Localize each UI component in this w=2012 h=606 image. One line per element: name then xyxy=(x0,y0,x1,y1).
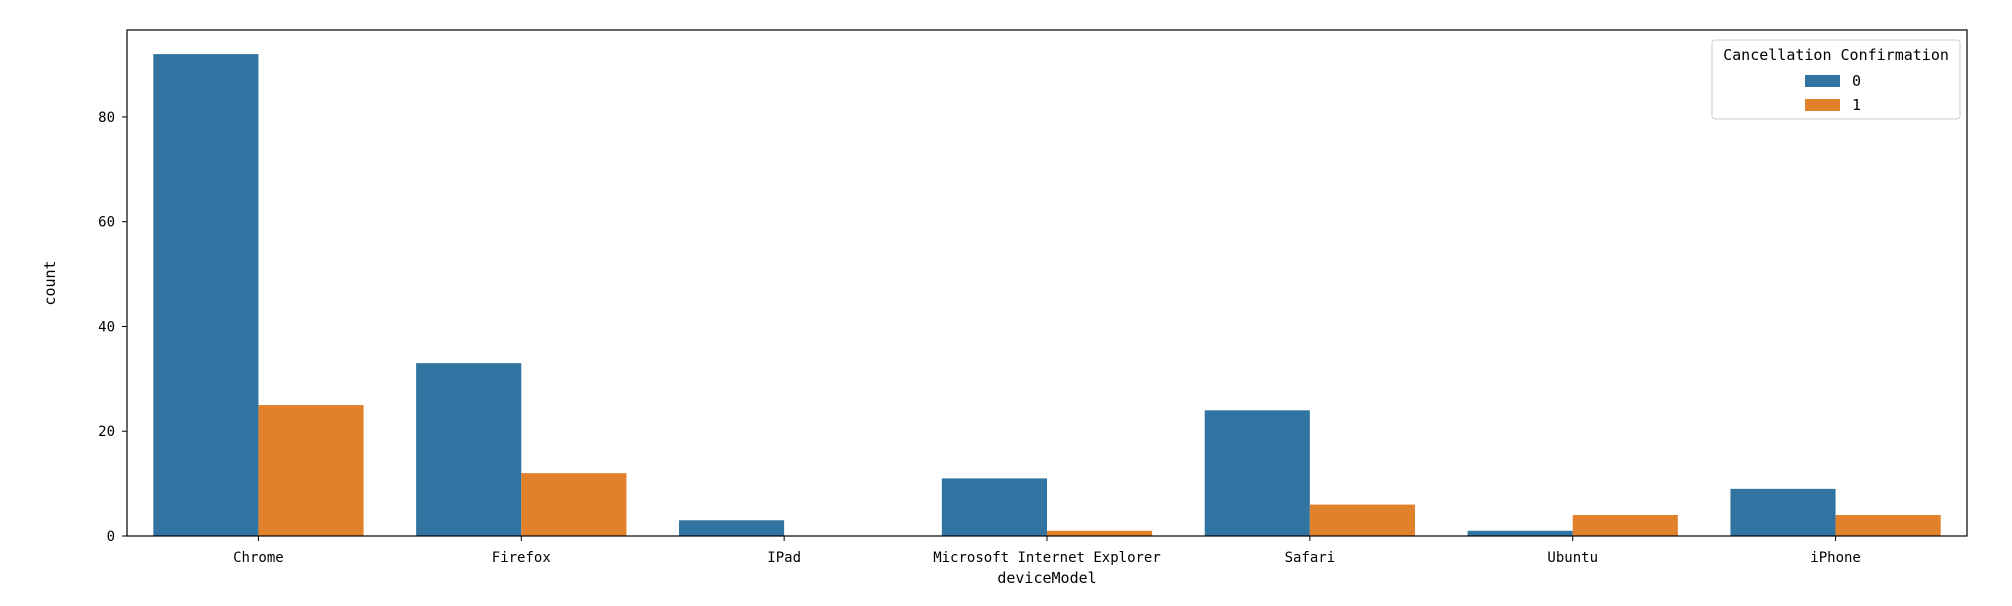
bar-ubuntu-series-0 xyxy=(1467,530,1573,536)
x-tick-label: IPad xyxy=(767,550,801,566)
legend-entries: 01 xyxy=(1805,72,1861,114)
y-tick-label: 20 xyxy=(98,424,115,440)
y-axis-label: count xyxy=(41,260,59,305)
bars-layer xyxy=(153,54,1941,536)
x-axis-label: deviceModel xyxy=(997,569,1096,587)
bar-safari-series-1 xyxy=(1309,504,1415,536)
bar-iphone-series-1 xyxy=(1835,515,1941,536)
y-tick-label: 40 xyxy=(98,319,115,335)
bar-ubuntu-series-1 xyxy=(1572,515,1678,536)
x-tick-label: Safari xyxy=(1285,550,1336,566)
y-tick-label: 60 xyxy=(98,215,115,231)
y-tick-label: 0 xyxy=(107,529,115,545)
bar-chrome-series-0 xyxy=(153,54,259,536)
ticks-layer: Chrome Firefox IPad Microsoft Internet Expl… xyxy=(98,110,1861,566)
legend-label: 0 xyxy=(1852,72,1861,90)
x-tick-label: Microsoft Internet Explorer xyxy=(933,550,1161,566)
bar-firefox-series-0 xyxy=(416,363,522,536)
legend-label: 1 xyxy=(1852,96,1861,114)
axes-frame xyxy=(126,29,1968,537)
x-tick-label: Chrome xyxy=(233,550,284,566)
bar-microsoft-internet-explorer-series-1 xyxy=(1047,530,1153,536)
bar-safari-series-0 xyxy=(1204,410,1310,536)
legend-swatch xyxy=(1805,75,1840,87)
x-tick-label: Ubuntu xyxy=(1547,550,1598,566)
legend-title: Cancellation Confirmation xyxy=(1723,46,1949,64)
legend: Cancellation Confirmation 01 xyxy=(1711,39,1961,120)
bar-ipad-series-0 xyxy=(679,520,785,536)
x-tick-label: Firefox xyxy=(492,550,551,566)
x-tick-label: iPhone xyxy=(1810,550,1861,566)
legend-swatch xyxy=(1805,99,1840,111)
bar-firefox-series-1 xyxy=(521,473,627,536)
bar-chrome-series-1 xyxy=(258,405,364,536)
y-tick-label: 80 xyxy=(98,110,115,126)
bar-iphone-series-0 xyxy=(1730,488,1836,536)
bar-microsoft-internet-explorer-series-0 xyxy=(941,478,1047,536)
